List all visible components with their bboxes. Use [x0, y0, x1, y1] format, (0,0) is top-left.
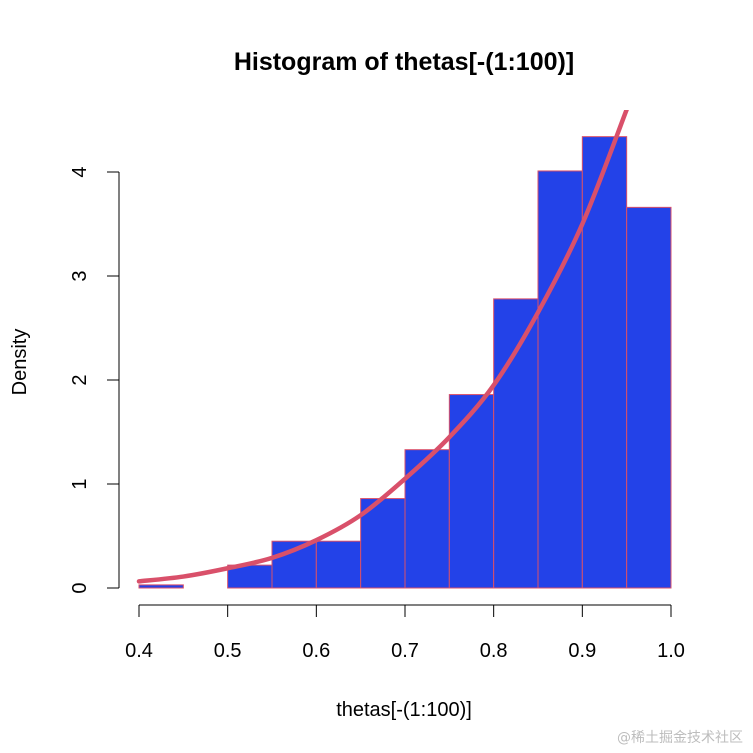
x-axis-label: thetas[-(1:100)]: [336, 699, 472, 721]
y-tick-label-1: 1: [69, 478, 91, 489]
x-axis: 0.4 0.5 0.6 0.7 0.8 0.9 1.0: [125, 604, 685, 662]
y-tick-label-0: 0: [69, 582, 91, 593]
watermark: @稀土掘金技术社区: [617, 730, 743, 746]
y-axis: 0 1 2 3 4: [69, 166, 120, 594]
histogram-bar-7: [448, 394, 495, 589]
histogram-bar-0: [138, 584, 184, 589]
chart-title: Histogram of thetas[-(1:100)]: [234, 48, 574, 76]
histogram-bar-5: [360, 498, 406, 589]
x-tick-label-2: 0.6: [302, 640, 330, 662]
x-tick-label-1: 0.5: [214, 640, 242, 662]
histogram-bars: [138, 136, 672, 589]
histogram-bar-4: [315, 540, 362, 589]
y-tick-label-3: 3: [69, 270, 91, 281]
density-curve: [136, 110, 629, 584]
y-tick-label-4: 4: [69, 166, 91, 177]
histogram-bar-8: [493, 298, 539, 589]
x-tick-label-3: 0.7: [391, 640, 419, 662]
x-tick-label-4: 0.8: [480, 640, 508, 662]
x-tick-label-0: 0.4: [125, 640, 153, 662]
x-tick-label-6: 1.0: [657, 640, 685, 662]
histogram-bar-10: [581, 136, 628, 589]
histogram-bar-11: [626, 206, 672, 589]
x-tick-label-5: 0.9: [568, 640, 596, 662]
y-tick-label-2: 2: [69, 374, 91, 385]
y-axis-label: Density: [9, 329, 31, 396]
